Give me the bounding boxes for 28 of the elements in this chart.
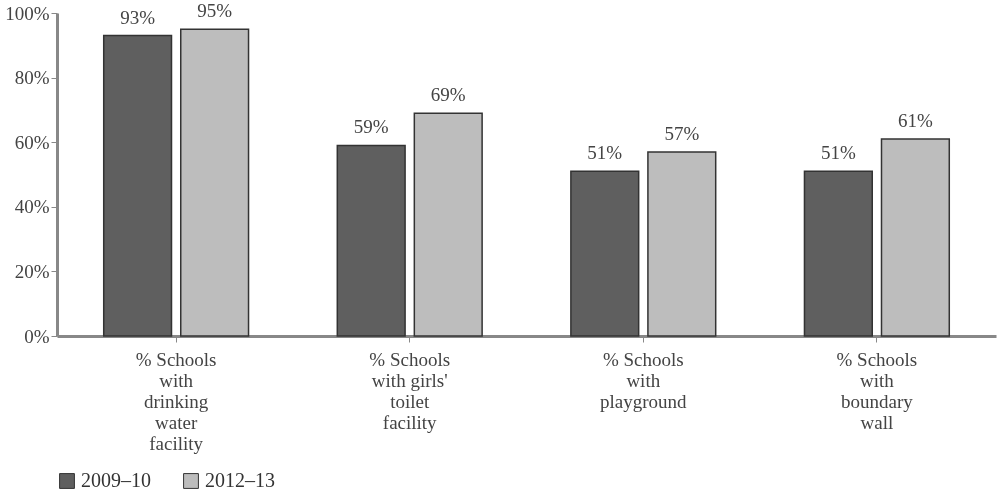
- y-tick-label: 80%: [14, 67, 50, 89]
- bar: [880, 138, 951, 337]
- x-tick-label: % Schools with playground: [600, 348, 688, 412]
- x-tick-label: % Schools with drinking water facility: [135, 348, 217, 454]
- y-tick-label: 40%: [14, 196, 50, 218]
- legend-label: 2012–13: [205, 469, 275, 491]
- data-label: 69%: [430, 84, 466, 106]
- data-label: 61%: [897, 109, 933, 131]
- x-tick-label: % Schools with girls' toilet facility: [369, 348, 451, 433]
- bar: [570, 170, 640, 337]
- bar: [647, 151, 717, 337]
- bar: [336, 144, 406, 337]
- y-tick-label: 0%: [24, 325, 50, 347]
- bar: [102, 34, 173, 337]
- y-tick-label: 100%: [5, 2, 50, 24]
- data-label: 93%: [120, 6, 156, 28]
- data-label: 51%: [820, 142, 856, 164]
- y-tick-label: 20%: [14, 260, 50, 282]
- bar: [180, 28, 250, 337]
- data-label: 95%: [197, 0, 233, 22]
- legend-label: 2009–10: [81, 469, 151, 491]
- y-tick-label: 60%: [14, 131, 50, 153]
- data-label: 59%: [353, 116, 389, 138]
- bar: [803, 170, 873, 337]
- data-label: 51%: [587, 142, 623, 164]
- bar: [413, 112, 483, 337]
- x-tick-label: % Schools with boundary wall: [836, 348, 918, 433]
- data-label: 57%: [664, 122, 700, 144]
